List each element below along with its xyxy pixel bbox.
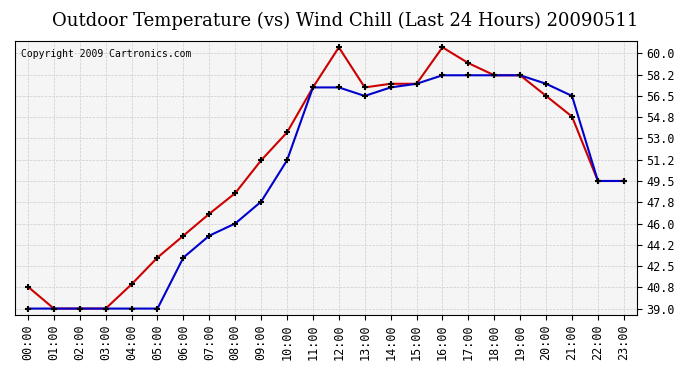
Text: Outdoor Temperature (vs) Wind Chill (Last 24 Hours) 20090511: Outdoor Temperature (vs) Wind Chill (Las… bbox=[52, 11, 638, 30]
Text: Copyright 2009 Cartronics.com: Copyright 2009 Cartronics.com bbox=[21, 50, 192, 60]
